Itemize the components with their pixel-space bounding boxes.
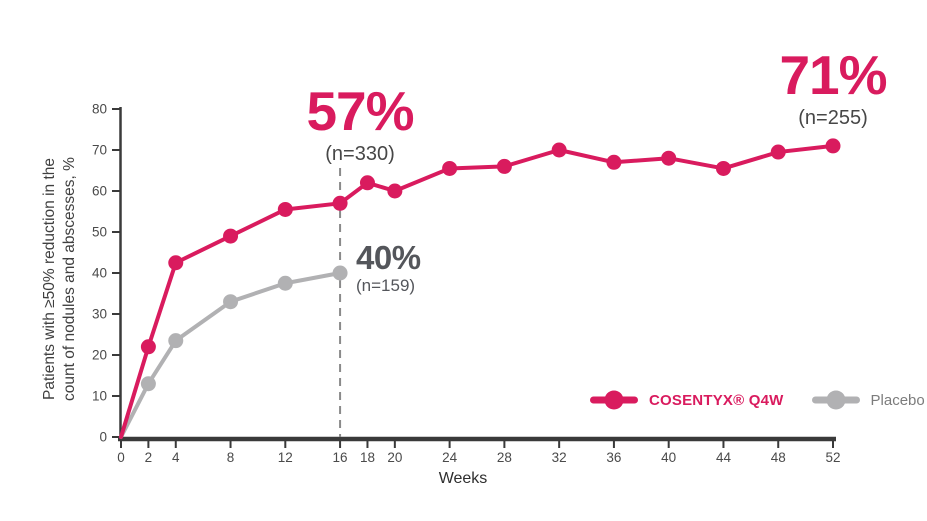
annotation-placebo-week16: 40% (n=159) bbox=[356, 241, 421, 296]
svg-text:12: 12 bbox=[278, 450, 293, 465]
y-axis-label-line1: Patients with ≥50% reduction in the bbox=[41, 158, 58, 401]
svg-text:16: 16 bbox=[333, 450, 348, 465]
placebo-line-marker-icon bbox=[811, 390, 860, 410]
svg-text:8: 8 bbox=[227, 450, 235, 465]
annotation-cosentyx-week16: 57% (n=330) bbox=[270, 84, 450, 166]
svg-text:32: 32 bbox=[552, 450, 567, 465]
annotation-n-255: (n=255) bbox=[798, 107, 868, 129]
annotation-n-330: (n=330) bbox=[325, 143, 395, 165]
svg-text:0: 0 bbox=[99, 430, 107, 445]
svg-text:80: 80 bbox=[92, 102, 107, 117]
svg-text:60: 60 bbox=[92, 184, 107, 199]
svg-text:10: 10 bbox=[92, 389, 107, 404]
svg-text:48: 48 bbox=[771, 450, 786, 465]
svg-text:50: 50 bbox=[92, 225, 107, 240]
annotation-value-71: 71% bbox=[779, 44, 887, 106]
svg-text:0: 0 bbox=[117, 450, 125, 465]
svg-text:20: 20 bbox=[92, 348, 107, 363]
svg-text:36: 36 bbox=[606, 450, 621, 465]
svg-text:20: 20 bbox=[387, 450, 402, 465]
legend: COSENTYX® Q4W Placebo bbox=[588, 390, 925, 410]
y-axis-label: Patients with ≥50% reduction in the coun… bbox=[40, 99, 84, 459]
svg-text:44: 44 bbox=[716, 450, 732, 465]
annotation-n-159: (n=159) bbox=[356, 276, 416, 295]
legend-label-placebo: Placebo bbox=[870, 391, 925, 409]
annotation-cosentyx-week52: 71% (n=255) bbox=[743, 48, 923, 130]
svg-text:70: 70 bbox=[92, 143, 107, 158]
svg-text:52: 52 bbox=[825, 450, 840, 465]
svg-text:40: 40 bbox=[92, 266, 107, 281]
cosentyx-line-marker-icon bbox=[590, 390, 638, 410]
svg-text:18: 18 bbox=[360, 450, 375, 465]
x-axis-label: Weeks bbox=[438, 470, 488, 487]
annotation-value-40: 40% bbox=[356, 239, 421, 276]
legend-item-cosentyx: COSENTYX® Q4W bbox=[588, 390, 784, 410]
y-axis-label-line2: count of nodules and abscesses, % bbox=[61, 157, 79, 401]
svg-text:4: 4 bbox=[172, 450, 180, 465]
annotation-value-57: 57% bbox=[306, 80, 414, 142]
svg-text:24: 24 bbox=[442, 450, 458, 465]
svg-text:30: 30 bbox=[92, 307, 107, 322]
svg-text:2: 2 bbox=[145, 450, 153, 465]
svg-text:28: 28 bbox=[497, 450, 512, 465]
svg-text:40: 40 bbox=[661, 450, 676, 465]
legend-item-placebo: Placebo bbox=[810, 390, 925, 410]
legend-label-cosentyx: COSENTYX® Q4W bbox=[649, 391, 784, 409]
